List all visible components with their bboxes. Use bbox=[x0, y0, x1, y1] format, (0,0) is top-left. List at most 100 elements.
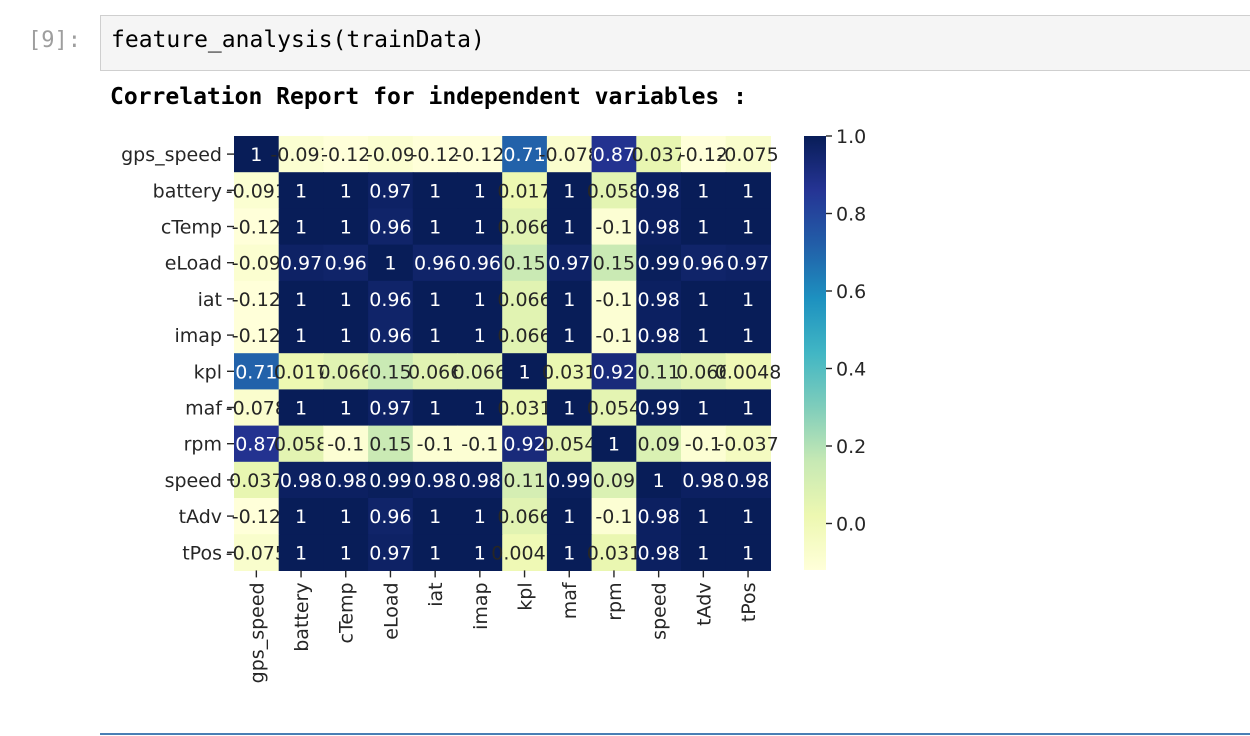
heatmap-cell-label: 1 bbox=[742, 325, 754, 347]
heatmap-cell-label: 1 bbox=[563, 180, 575, 202]
heatmap-cell-label: -0.12 bbox=[232, 325, 281, 347]
heatmap-cell bbox=[636, 461, 682, 499]
heatmap-cell bbox=[546, 317, 593, 354]
heatmap-cell bbox=[412, 172, 459, 209]
heatmap-cell-label: 0.054 bbox=[587, 398, 641, 420]
code-text[interactable]: feature_analysis(trainData) bbox=[111, 27, 485, 53]
heatmap-cell bbox=[278, 534, 324, 571]
heatmap-cell-label: 0.0048 bbox=[715, 361, 781, 383]
heatmap-cell-label: -0.1 bbox=[685, 434, 722, 456]
heatmap-cell bbox=[502, 317, 548, 354]
heatmap-cell-label: 1 bbox=[295, 325, 307, 347]
heatmap-cell bbox=[636, 534, 682, 571]
heatmap-cell-label: 1 bbox=[697, 542, 709, 564]
heatmap-cell bbox=[591, 425, 637, 463]
heatmap-cell bbox=[368, 353, 414, 390]
x-tick-labels: gps_speed battery cTemp eLoad iat imap kpl maf r… bbox=[246, 570, 760, 683]
heatmap-cell-label: 1 bbox=[697, 398, 709, 420]
heatmap-cell-label: 0.87 bbox=[593, 144, 635, 166]
heatmap-cell-label: 0.066 bbox=[319, 361, 373, 383]
heatmap-cell bbox=[636, 280, 682, 318]
heatmap-cell-label: 1 bbox=[474, 289, 486, 311]
heatmap-cell bbox=[412, 353, 459, 390]
heatmap-cell bbox=[546, 172, 593, 209]
heatmap-cell bbox=[278, 317, 324, 354]
heatmap-cell bbox=[368, 534, 414, 571]
heatmap-cell bbox=[278, 280, 324, 318]
y-tick-label: rpm bbox=[184, 434, 222, 456]
heatmap-cell bbox=[546, 425, 593, 463]
heatmap-cell-label: 1 bbox=[474, 398, 486, 420]
y-tick-label: eLoad bbox=[165, 253, 222, 275]
heatmap-cell bbox=[278, 389, 324, 427]
heatmap-cell-label: 0.066 bbox=[676, 361, 730, 383]
heatmap-cell bbox=[457, 389, 503, 427]
heatmap-cell-label: 0.066 bbox=[497, 217, 551, 239]
heatmap-cell-label: 1 bbox=[340, 289, 352, 311]
heatmap-cell bbox=[234, 317, 280, 354]
heatmap-cell-label: 1 bbox=[608, 434, 620, 456]
x-tick-label: imap bbox=[470, 582, 492, 630]
heatmap-cell bbox=[323, 244, 369, 282]
heatmap-cell bbox=[681, 136, 727, 173]
heatmap-cell bbox=[591, 461, 637, 499]
heatmap-cell bbox=[636, 136, 682, 173]
heatmap-cell bbox=[234, 208, 280, 246]
heatmap-cell-label: 0.96 bbox=[325, 253, 367, 275]
heatmap-cell bbox=[278, 461, 324, 499]
heatmap-cell bbox=[546, 136, 593, 173]
heatmap-cell bbox=[546, 534, 593, 571]
heatmap-cell bbox=[234, 280, 280, 318]
heatmap-cell-label: -0.075 bbox=[226, 542, 287, 564]
heatmap-cell bbox=[323, 208, 369, 246]
heatmap-cell-label: 0.98 bbox=[637, 289, 679, 311]
y-tick-label: gps_speed bbox=[121, 144, 222, 166]
heatmap-cell-label: 0.97 bbox=[369, 398, 411, 420]
output-title: Correlation Report for independent varia… bbox=[110, 84, 747, 110]
heatmap-cell-label: 0.037 bbox=[229, 470, 283, 492]
heatmap-cell-label: -0.1 bbox=[461, 434, 498, 456]
heatmap-cell-label: -0.12 bbox=[411, 144, 460, 166]
heatmap-cell-label: 1 bbox=[429, 542, 441, 564]
heatmap-cell bbox=[323, 498, 369, 535]
x-tick-label: maf bbox=[559, 581, 581, 619]
heatmap-cell-label: -0.12 bbox=[455, 144, 504, 166]
heatmap-cell-label: 1 bbox=[519, 361, 531, 383]
x-tick-label: gps_speed bbox=[246, 582, 268, 683]
heatmap-cell bbox=[234, 498, 280, 535]
heatmap-cell-label: 0.066 bbox=[408, 361, 462, 383]
heatmap-cell bbox=[278, 353, 324, 390]
heatmap-cell bbox=[412, 208, 459, 246]
heatmap-cell bbox=[591, 353, 637, 390]
heatmap-cell-label: -0.09 bbox=[232, 253, 281, 275]
heatmap-cell-label: 0.98 bbox=[727, 470, 769, 492]
heatmap-cell-label: -0.1 bbox=[595, 325, 632, 347]
heatmap-cell-label: 0.99 bbox=[548, 470, 590, 492]
heatmap-cell bbox=[636, 317, 682, 354]
heatmap-cell-label: 1 bbox=[429, 325, 441, 347]
heatmap-cell bbox=[591, 389, 637, 427]
code-cell-input[interactable]: feature_analysis(trainData) bbox=[100, 15, 1250, 71]
heatmap-cell-label: -0.1 bbox=[595, 289, 632, 311]
heatmap-cell-label: 1 bbox=[295, 542, 307, 564]
heatmap-cell-label: 1 bbox=[340, 398, 352, 420]
heatmap-cell-label: -0.12 bbox=[232, 289, 281, 311]
heatmap-cell-label: -0.091 bbox=[226, 180, 287, 202]
heatmap-cell bbox=[234, 425, 280, 463]
heatmap-cell bbox=[502, 389, 548, 427]
heatmap-cell bbox=[591, 498, 637, 535]
heatmap-cell bbox=[546, 353, 593, 390]
heatmap-cell bbox=[636, 353, 682, 390]
heatmap-cell-label: 1 bbox=[295, 289, 307, 311]
y-tick-label: cTemp bbox=[161, 217, 222, 239]
x-tick-label: rpm bbox=[604, 582, 626, 620]
heatmap-cell bbox=[681, 498, 727, 535]
heatmap-cell bbox=[368, 317, 414, 354]
heatmap-cell-label: 1 bbox=[742, 398, 754, 420]
heatmap-cell-label: 0.96 bbox=[369, 506, 411, 528]
y-tick-label: battery bbox=[153, 180, 222, 202]
heatmap-cell-label: 1 bbox=[697, 325, 709, 347]
heatmap-cell-label: 0.98 bbox=[637, 217, 679, 239]
heatmap-cell-label: 0.11 bbox=[503, 470, 545, 492]
heatmap-cell bbox=[323, 172, 369, 209]
